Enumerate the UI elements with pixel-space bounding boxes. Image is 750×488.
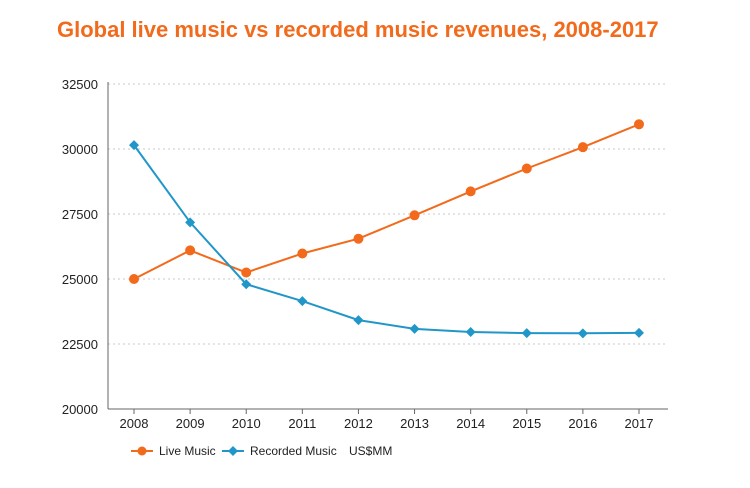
y-tick-label: 22500 bbox=[62, 337, 98, 352]
x-tick-label: 2014 bbox=[456, 416, 485, 431]
data-point-recorded-music bbox=[634, 327, 644, 338]
x-tick-label: 2015 bbox=[512, 416, 541, 431]
data-point-recorded-music bbox=[353, 315, 364, 326]
legend-recorded-music-label: Recorded Music bbox=[250, 444, 337, 458]
x-tick-label: 2017 bbox=[625, 416, 654, 431]
x-tick-label: 2010 bbox=[232, 416, 261, 431]
data-point-live-music bbox=[465, 186, 476, 197]
axes bbox=[107, 82, 668, 410]
gridlines bbox=[108, 83, 668, 345]
data-point-recorded-music bbox=[409, 323, 420, 334]
x-tick-label: 2009 bbox=[176, 416, 205, 431]
series-line-recorded-music bbox=[133, 144, 640, 335]
y-tick-labels: 20000 22500 25000 27500 30000 32500 bbox=[62, 77, 98, 417]
data-point-recorded-music bbox=[521, 328, 532, 339]
data-point-live-music bbox=[634, 119, 644, 130]
data-point-live-music bbox=[185, 245, 196, 256]
data-point-live-music bbox=[241, 267, 252, 278]
x-tick-label: 2012 bbox=[344, 416, 373, 431]
series-line-live-music bbox=[133, 123, 640, 280]
data-point-live-music bbox=[409, 210, 420, 221]
legend: Live Music Recorded Music US$MM bbox=[131, 444, 392, 458]
x-tick-label: 2011 bbox=[288, 416, 316, 431]
y-tick-label: 30000 bbox=[62, 142, 98, 157]
data-point-recorded-music bbox=[297, 296, 308, 307]
data-point-recorded-music bbox=[241, 279, 252, 290]
legend-recorded-music-marker bbox=[228, 446, 238, 456]
y-tick-label: 32500 bbox=[62, 77, 98, 92]
legend-live-music-marker bbox=[137, 446, 147, 456]
x-tick-label: 2016 bbox=[568, 416, 597, 431]
y-tick-label: 20000 bbox=[62, 402, 98, 417]
x-tick-labels: 2008 2009 2010 2011 2012 2013 2014 2015 2016 2017 bbox=[120, 409, 654, 431]
data-point-live-music bbox=[577, 142, 588, 153]
data-point-recorded-music bbox=[129, 140, 139, 151]
data-point-live-music bbox=[353, 233, 364, 244]
data-point-live-music bbox=[521, 163, 532, 174]
legend-live-music-label: Live Music bbox=[159, 444, 216, 458]
series bbox=[129, 119, 644, 339]
data-point-recorded-music bbox=[465, 327, 476, 338]
data-point-recorded-music bbox=[185, 217, 196, 228]
y-tick-label: 27500 bbox=[62, 207, 98, 222]
y-tick-label: 25000 bbox=[62, 272, 98, 287]
x-tick-label: 2008 bbox=[120, 416, 149, 431]
x-tick-label: 2013 bbox=[400, 416, 429, 431]
data-point-live-music bbox=[129, 274, 139, 284]
chart-title: Global live music vs recorded music reve… bbox=[57, 17, 659, 42]
data-point-live-music bbox=[297, 248, 308, 259]
data-point-recorded-music bbox=[577, 328, 588, 339]
legend-unit-label: US$MM bbox=[349, 444, 392, 458]
